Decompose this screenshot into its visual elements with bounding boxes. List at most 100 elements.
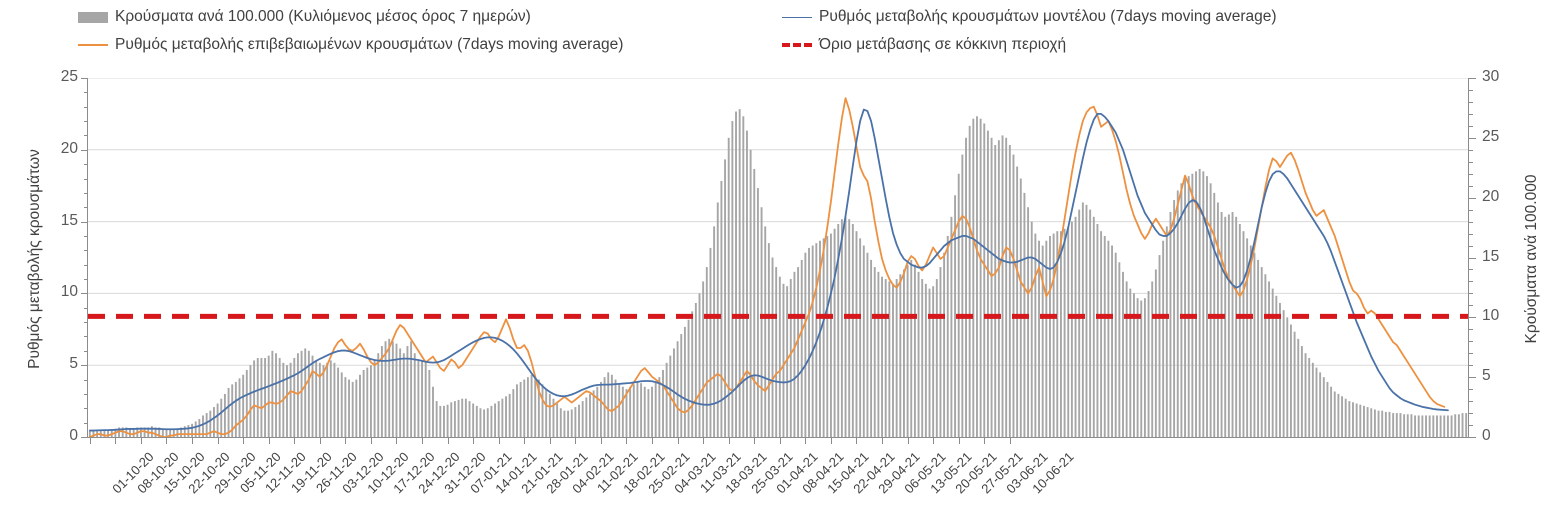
y-axis-left-tick xyxy=(84,207,88,209)
bar-series xyxy=(88,109,1468,437)
x-axis-tick xyxy=(754,438,756,444)
x-axis-tick xyxy=(703,438,705,444)
x-axis-tick xyxy=(243,438,245,444)
y-axis-left-tick xyxy=(84,322,88,324)
y-axis-left-tick xyxy=(84,264,88,266)
x-axis-tick xyxy=(217,438,219,444)
x-axis-tick xyxy=(907,438,909,444)
x-axis-line xyxy=(87,437,1469,438)
y-axis-right-tick xyxy=(1469,425,1473,427)
chart-legend: Κρούσματα ανά 100.000 (Κυλιόμενος μέσος … xyxy=(0,0,1554,62)
x-axis-tick xyxy=(422,438,424,444)
y-axis-left-tick xyxy=(84,178,88,180)
y-axis-right-tick-label: 15 xyxy=(1482,247,1500,265)
x-axis-tick xyxy=(319,438,321,444)
y-axis-left-tick-label: 25 xyxy=(60,68,78,85)
x-axis-tick xyxy=(805,438,807,444)
x-axis-tick xyxy=(89,438,91,444)
y-axis-right-tick xyxy=(1469,365,1473,367)
y-axis-left-tick xyxy=(84,192,88,194)
y-axis-right-tick xyxy=(1469,113,1473,115)
chart-canvas xyxy=(88,78,1468,437)
y-axis-right-tick xyxy=(1469,257,1476,259)
y-axis-right-tick xyxy=(1469,401,1473,403)
y-axis-right-tick-label: 25 xyxy=(1482,127,1500,145)
x-axis-tick xyxy=(140,438,142,444)
x-axis-tick xyxy=(575,438,577,444)
y-axis-left-tick xyxy=(84,379,88,381)
y-axis-left-tick xyxy=(81,221,88,223)
y-axis-left-tick xyxy=(84,106,88,108)
legend-item-confirmed-growth-rate[interactable]: Ρυθμός μεταβολής επιβεβαιωμένων κρουσμάτ… xyxy=(78,36,623,54)
y-axis-left-tick xyxy=(84,164,88,166)
legend-label: Ρυθμός μεταβολής επιβεβαιωμένων κρουσμάτ… xyxy=(115,36,624,53)
y-axis-right-tick xyxy=(1469,281,1473,283)
confirmed-growth-line xyxy=(88,97,1446,437)
y-axis-left-title: Ρυθμός μεταβολής κρουσμάτων xyxy=(26,149,43,369)
y-axis-right-line xyxy=(1468,78,1469,438)
x-axis-tick xyxy=(779,438,781,444)
y-axis-left-tick xyxy=(84,408,88,410)
x-axis-tick xyxy=(549,438,551,444)
x-axis-tick xyxy=(1009,438,1011,444)
legend-item-red-zone-threshold[interactable]: Όριο μετάβασης σε κόκκινη περιοχή xyxy=(782,36,1066,54)
y-axis-right-tick-label: 0 xyxy=(1482,427,1491,444)
x-axis-tick xyxy=(856,438,858,444)
model-growth-line xyxy=(88,108,1449,432)
dashed-swatch-icon xyxy=(782,43,812,47)
bar-swatch-icon xyxy=(78,11,108,23)
y-axis-left-tick xyxy=(84,336,88,338)
y-axis-right-tick xyxy=(1469,233,1473,235)
y-axis-left-tick xyxy=(84,92,88,94)
x-axis-tick xyxy=(830,438,832,444)
x-axis-tick xyxy=(933,438,935,444)
y-axis-left-tick xyxy=(84,307,88,309)
y-axis-right-tick xyxy=(1469,221,1473,223)
x-axis-tick xyxy=(958,438,960,444)
y-axis-right-tick xyxy=(1469,197,1476,199)
y-axis-right-tick xyxy=(1469,101,1473,103)
x-axis-tick xyxy=(294,438,296,444)
x-axis-tick xyxy=(192,438,194,444)
y-axis-right-tick xyxy=(1469,413,1473,415)
y-axis-left-tick xyxy=(81,365,88,367)
y-axis-left-tick xyxy=(81,437,88,438)
x-axis-tick xyxy=(498,438,500,444)
legend-item-cases-per-100k[interactable]: Κρούσματα ανά 100.000 (Κυλιόμενος μέσος … xyxy=(78,8,531,26)
x-axis-tick xyxy=(396,438,398,444)
y-axis-right-tick xyxy=(1469,389,1473,391)
y-axis-left-tick xyxy=(84,422,88,424)
legend-item-model-growth-rate[interactable]: Ρυθμός μεταβολής κρουσμάτων μοντέλου (7d… xyxy=(782,8,1277,26)
y-axis-left-tick-label: 10 xyxy=(60,283,78,301)
y-axis-right-tick xyxy=(1469,293,1473,295)
x-axis-tick xyxy=(166,438,168,444)
y-axis-left-line xyxy=(87,78,88,438)
y-axis-left-tick xyxy=(84,279,88,281)
x-axis-tick xyxy=(626,438,628,444)
x-axis-tick xyxy=(473,438,475,444)
x-axis-tick xyxy=(524,438,526,444)
y-axis-right-tick xyxy=(1469,161,1473,163)
x-axis-tick xyxy=(652,438,654,444)
y-axis-right-tick xyxy=(1469,173,1473,175)
x-axis-tick xyxy=(447,438,449,444)
legend-label: Κρούσματα ανά 100.000 (Κυλιόμενος μέσος … xyxy=(115,8,531,25)
x-axis-tick xyxy=(345,438,347,444)
y-axis-right-tick xyxy=(1469,353,1473,355)
y-axis-right-tick-label: 30 xyxy=(1482,68,1500,85)
y-axis-left-tick-label: 5 xyxy=(69,355,78,373)
y-axis-left-tick xyxy=(81,78,88,79)
y-axis-right-tick xyxy=(1469,185,1473,187)
y-axis-left-tick xyxy=(84,350,88,352)
x-axis-tick xyxy=(115,438,117,444)
y-axis-left-tick xyxy=(84,121,88,123)
x-axis-tick xyxy=(984,438,986,444)
y-axis-right-title: Κρούσματα ανά 100.000 xyxy=(1523,174,1540,344)
y-axis-right-tick xyxy=(1469,245,1473,247)
legend-label: Όριο μετάβασης σε κόκκινη περιοχή xyxy=(819,36,1067,53)
y-axis-right-tick xyxy=(1469,341,1473,343)
y-axis-left-tick xyxy=(81,149,88,151)
y-axis-right-tick xyxy=(1469,377,1476,379)
y-axis-left-tick-label: 20 xyxy=(60,139,78,157)
line-swatch-icon xyxy=(782,16,812,18)
